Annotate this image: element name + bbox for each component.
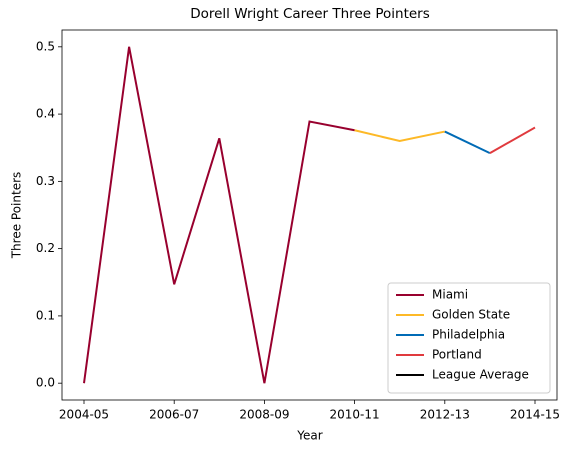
line-series [489,126,536,154]
y-tick-label: 0.2 [36,241,55,255]
legend-label: Philadelphia [432,328,505,342]
legend-box [387,282,551,394]
x-tick-label: 2006-07 [149,408,199,422]
legend-label: League Average [432,368,529,382]
x-tick-label: 2012-13 [420,408,470,422]
x-tick-label: 2004-05 [59,408,109,422]
y-tick-label: 0.1 [36,308,55,322]
y-axis-label: Three Pointers [10,172,24,260]
line-series [83,46,355,384]
plot-area [61,29,558,401]
chart-title: Dorell Wright Career Three Pointers [190,6,430,22]
legend-label: Golden State [432,308,510,322]
y-tick-label: 0.5 [36,39,55,53]
legend-label: Miami [432,288,468,302]
y-tick-label: 0.0 [36,376,55,390]
legend: Miami Golden State Philadelphia Portland Lea… [387,282,551,394]
x-tick-label: 2010-11 [330,408,380,422]
legend-label: Portland [432,348,482,362]
x-axis-label: Year [296,429,322,443]
line-series [444,130,491,155]
y-tick-label: 0.3 [36,174,55,188]
line-series [354,129,446,143]
x-tick-label: 2014-15 [510,408,560,422]
y-tick-label: 0.4 [36,107,55,121]
x-tick-label: 2008-09 [239,408,289,422]
